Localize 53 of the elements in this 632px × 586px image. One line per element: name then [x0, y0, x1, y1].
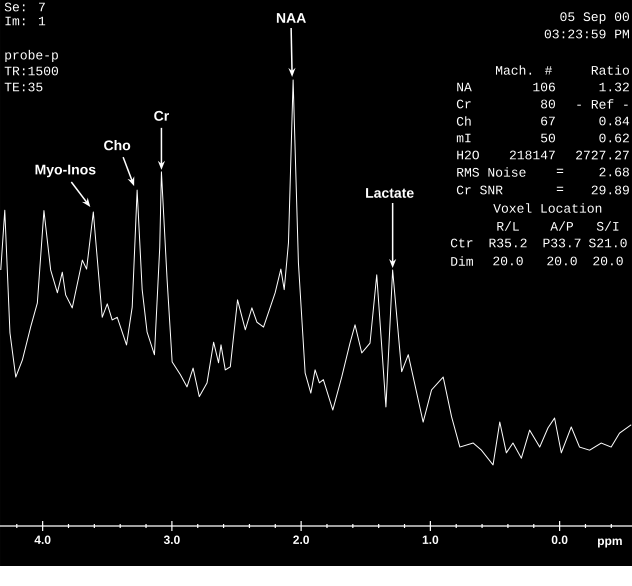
- annotation: 0.84: [599, 116, 630, 126]
- x-tick-label: 1.0: [422, 536, 438, 544]
- x-axis-title: ppm: [598, 538, 622, 548]
- text: TR:1500: [4, 66, 58, 76]
- annotation: 20.0: [493, 256, 523, 266]
- annotation: R/L: [497, 221, 519, 231]
- annotation: 20.0: [547, 256, 577, 266]
- annotation: =: [556, 168, 564, 173]
- annotation: Myo-Inos: [36, 164, 96, 178]
- text: Mach. #: [496, 65, 552, 75]
- annotation: H2O: [457, 150, 479, 160]
- annotation: Cr: [154, 110, 169, 121]
- annotation: Cho: [104, 140, 130, 150]
- annotation: RMS Noise: [457, 167, 526, 177]
- x-tick-label: 0.0: [552, 536, 568, 544]
- annotation: 1.32: [600, 82, 629, 92]
- annotation: 2727.27: [576, 150, 629, 160]
- text: Se: 7: [4, 2, 45, 12]
- annotation: Lactate: [366, 188, 414, 198]
- annotation: R35.2: [490, 238, 527, 248]
- annotation: 29.89: [592, 186, 629, 194]
- annotation: A/P: [550, 221, 574, 231]
- annotation: 218147: [510, 150, 555, 160]
- annotation: 67: [541, 116, 555, 126]
- annotation: 20.0: [593, 256, 623, 266]
- annotation: =: [556, 186, 564, 191]
- text: Ratio: [592, 65, 629, 75]
- annotation: Ctr: [450, 238, 472, 248]
- annotation: 50: [541, 134, 555, 142]
- x-tick-label: 2.0: [293, 536, 309, 544]
- text: 03:23:59 PM: [544, 30, 629, 38]
- annotation: - Ref -: [577, 99, 628, 109]
- annotation: NAA: [276, 13, 306, 23]
- annotation: S21.0: [589, 238, 627, 248]
- annotation: mI: [456, 134, 471, 142]
- annotation: Voxel Location: [493, 203, 602, 213]
- text: probe-p: [5, 50, 58, 62]
- annotation: P33.7: [544, 238, 580, 248]
- annotation: Dim: [451, 256, 473, 266]
- annotation: 0.62: [599, 134, 629, 142]
- x-tick-label: 4.0: [34, 536, 50, 544]
- annotation: S/I: [596, 221, 618, 231]
- text: Im: 1: [5, 16, 46, 26]
- annotation: NA: [457, 82, 472, 92]
- annotation: 106: [533, 82, 555, 92]
- text: 05 Sep 00: [560, 12, 629, 24]
- annotation: 2.68: [600, 168, 629, 176]
- x-tick-label: 3.0: [164, 536, 180, 544]
- annotation: TE:35: [4, 82, 42, 92]
- annotation: 80: [541, 100, 555, 108]
- annotation: Cr: [456, 100, 471, 108]
- annotation: Cr SNR: [456, 186, 503, 194]
- annotation: Ch: [456, 116, 471, 126]
